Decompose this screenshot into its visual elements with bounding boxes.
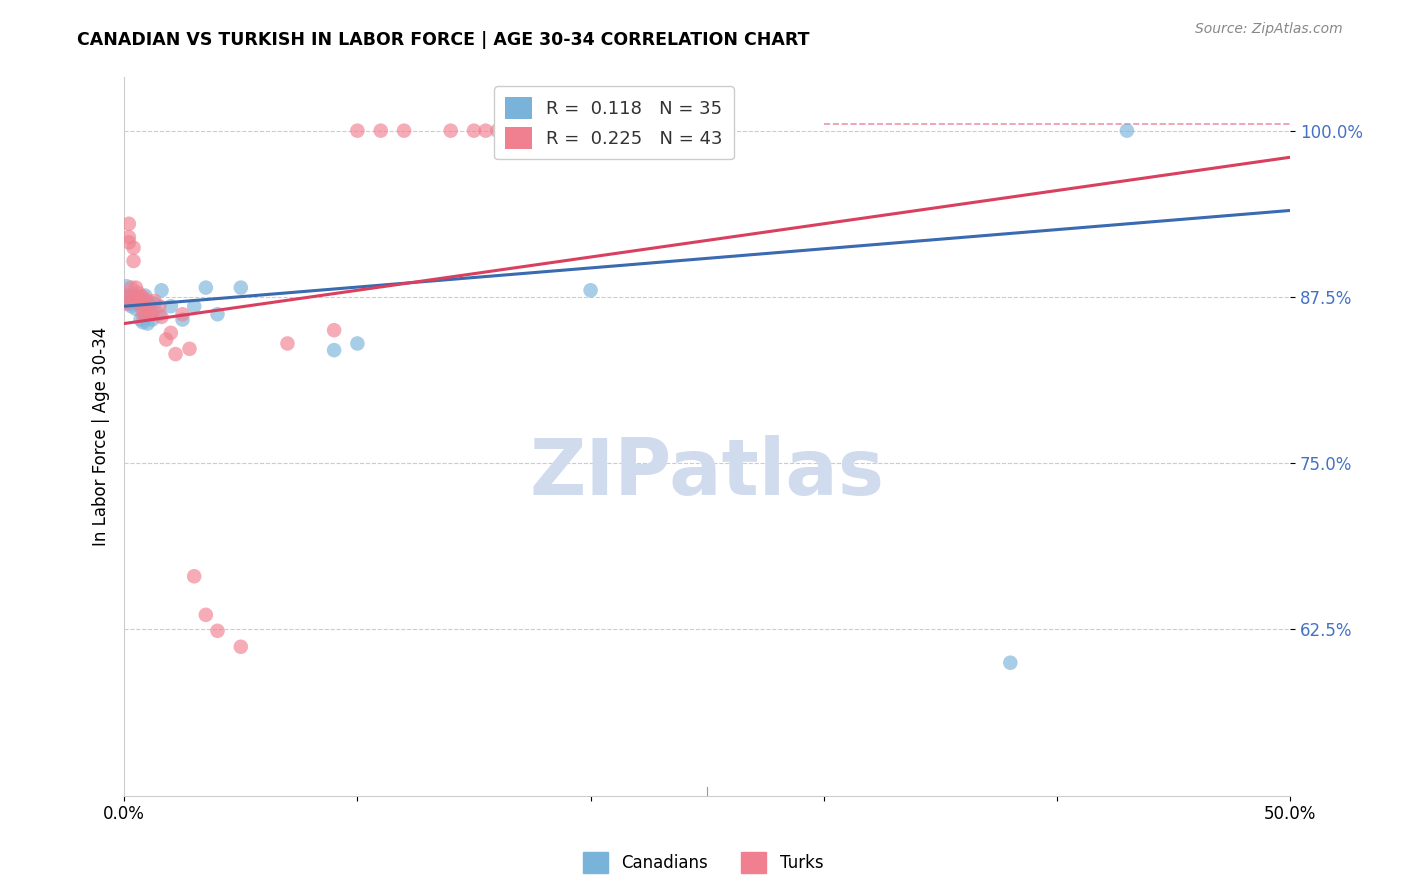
Point — [183, 299, 205, 313]
Point — [115, 279, 138, 293]
Point — [160, 326, 183, 340]
Point — [127, 296, 149, 310]
Point — [143, 296, 166, 310]
Point — [474, 123, 496, 137]
Point — [148, 307, 170, 321]
Point — [134, 288, 156, 302]
Point — [120, 299, 142, 313]
Point — [148, 299, 170, 313]
Point — [120, 291, 142, 305]
Point — [194, 607, 217, 622]
Point — [463, 123, 485, 137]
Point — [155, 333, 177, 347]
Point — [194, 280, 217, 294]
Point — [141, 307, 163, 321]
Point — [127, 290, 149, 304]
Point — [120, 280, 142, 294]
Point — [165, 347, 187, 361]
Text: Source: ZipAtlas.com: Source: ZipAtlas.com — [1195, 22, 1343, 37]
Point — [118, 217, 141, 231]
Legend: Canadians, Turks: Canadians, Turks — [576, 846, 830, 880]
Point — [229, 640, 252, 654]
Point — [125, 295, 148, 310]
Point — [132, 315, 155, 329]
Point — [172, 307, 194, 321]
Point — [125, 280, 148, 294]
Y-axis label: In Labor Force | Age 30-34: In Labor Force | Age 30-34 — [93, 327, 110, 546]
Point — [179, 342, 201, 356]
Point — [1116, 123, 1139, 137]
Point — [129, 312, 152, 326]
Point — [115, 293, 138, 308]
Point — [136, 296, 159, 310]
Point — [132, 290, 155, 304]
Text: ZIPatlas: ZIPatlas — [530, 434, 884, 510]
Point — [120, 288, 142, 302]
Point — [207, 307, 229, 321]
Text: CANADIAN VS TURKISH IN LABOR FORCE | AGE 30-34 CORRELATION CHART: CANADIAN VS TURKISH IN LABOR FORCE | AGE… — [77, 31, 810, 49]
Point — [150, 310, 173, 324]
Point — [276, 336, 298, 351]
Point — [132, 307, 155, 321]
Point — [160, 299, 183, 313]
Point — [143, 293, 166, 308]
Point — [125, 301, 148, 316]
Point — [134, 307, 156, 321]
Point — [136, 293, 159, 308]
Point — [127, 296, 149, 310]
Point — [118, 235, 141, 250]
Point — [134, 307, 156, 321]
Point — [122, 288, 145, 302]
Point — [440, 123, 463, 137]
Point — [118, 296, 141, 310]
Point — [118, 290, 141, 304]
Point — [118, 230, 141, 244]
Point — [122, 241, 145, 255]
Point — [115, 296, 138, 310]
Point — [172, 312, 194, 326]
Point — [129, 296, 152, 310]
Point — [129, 299, 152, 313]
Point — [122, 254, 145, 268]
Point — [129, 290, 152, 304]
Point — [323, 343, 346, 358]
Legend: R =  0.118   N = 35, R =  0.225   N = 43: R = 0.118 N = 35, R = 0.225 N = 43 — [494, 87, 734, 160]
Point — [370, 123, 392, 137]
Point — [229, 280, 252, 294]
Point — [346, 123, 368, 137]
Point — [132, 293, 155, 308]
Point — [125, 293, 148, 308]
Point — [579, 283, 602, 297]
Point — [115, 288, 138, 302]
Point — [127, 285, 149, 300]
Point — [139, 299, 162, 313]
Point — [141, 312, 163, 326]
Point — [486, 123, 509, 137]
Point — [150, 283, 173, 297]
Point — [139, 307, 162, 321]
Point — [136, 317, 159, 331]
Point — [183, 569, 205, 583]
Point — [207, 624, 229, 638]
Point — [323, 323, 346, 337]
Point — [392, 123, 415, 137]
Point — [136, 299, 159, 313]
Point — [1000, 656, 1022, 670]
Point — [346, 336, 368, 351]
